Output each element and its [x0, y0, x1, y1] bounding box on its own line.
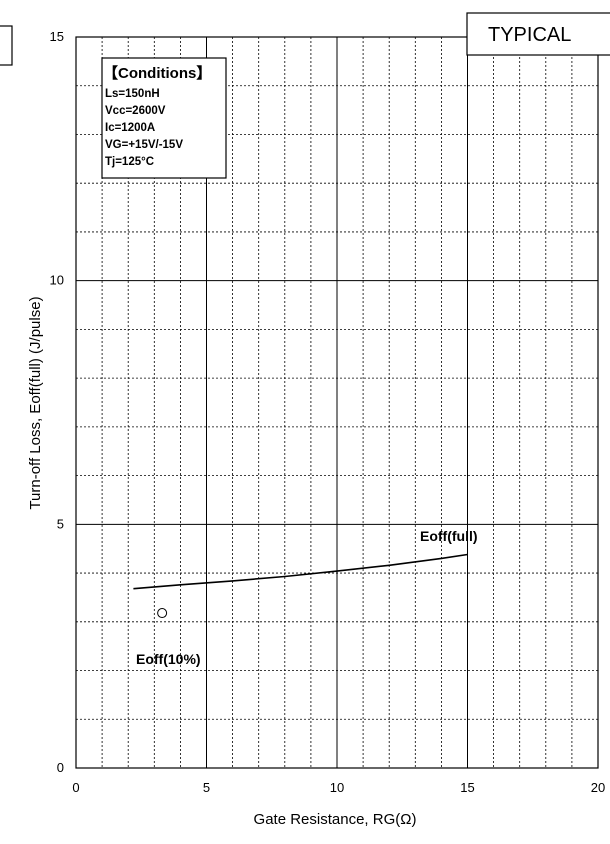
series-label-eoff-10: Eoff(10%) [136, 651, 201, 667]
x-tick-label: 15 [460, 780, 474, 795]
typical-badge: TYPICAL [466, 12, 610, 56]
data-point-eoff-10 [157, 608, 168, 619]
x-tick-label: 0 [72, 780, 79, 795]
y-tick-label: 5 [57, 516, 64, 531]
tick-labels: 0 5 10 15 20 0 5 10 15 [50, 29, 606, 795]
y-tick-label: 10 [50, 273, 64, 288]
y-axis-title: Turn-off Loss, Eoff(full) (J/pulse) [27, 296, 44, 509]
x-tick-label: 20 [591, 780, 605, 795]
condition-ic: Ic=1200A [105, 122, 155, 134]
series-label-eoff-full: Eoff(full) [420, 528, 478, 544]
x-tick-label: 10 [330, 780, 344, 795]
y-tick-label: 15 [50, 29, 64, 44]
condition-vg: VG=+15V/-15V [105, 139, 183, 151]
typical-badge-label: TYPICAL [488, 24, 571, 46]
conditions-title: 【Conditions】 [103, 64, 211, 82]
plot-frame [75, 36, 599, 769]
series-line-eoff-full [133, 553, 468, 590]
condition-tj: Tj=125°C [105, 156, 154, 168]
condition-ls: Ls=150nH [105, 88, 160, 100]
x-axis-title: Gate Resistance, RG(Ω) [254, 811, 417, 828]
conditions-box: 【Conditions】 Ls=150nH Vcc=2600V Ic=1200A… [101, 57, 227, 179]
clipped-label-box [0, 25, 13, 66]
series [133, 553, 468, 619]
x-tick-label: 5 [203, 780, 210, 795]
condition-vcc: Vcc=2600V [105, 105, 166, 117]
y-tick-label: 0 [57, 760, 64, 775]
